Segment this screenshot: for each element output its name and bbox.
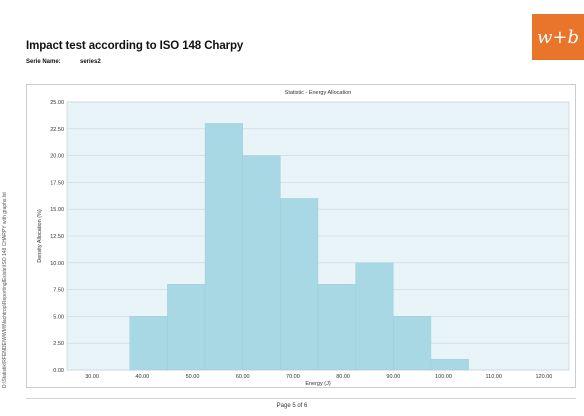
y-tick-label: 20.00 (50, 154, 64, 160)
x-tick-label: 120.00 (535, 374, 552, 380)
footer-divider (26, 398, 576, 399)
y-tick-label: 25.00 (50, 100, 64, 106)
chart-title: Statistic - Energy Allocation (285, 90, 352, 96)
histogram-bar (280, 198, 319, 371)
x-tick-label: 110.00 (485, 374, 501, 380)
histogram-bar (430, 359, 469, 371)
logo-text: w+b (537, 26, 580, 48)
x-tick-label: 100.00 (435, 374, 452, 380)
x-tick-label: 40.00 (135, 374, 149, 380)
x-tick-label: 70.00 (286, 374, 300, 380)
x-tick-label: 50.00 (186, 374, 200, 380)
chart-frame: Statistic - Energy Allocation 0.00 2.50 5.0… (26, 84, 576, 388)
histogram-bar (355, 262, 394, 371)
histogram-bar (393, 316, 432, 371)
x-tick-label: 60.00 (236, 374, 250, 380)
page-number: Page 5 of 6 (276, 403, 308, 409)
histogram-bar (317, 284, 356, 371)
y-tick-label: 7.50 (53, 288, 64, 294)
x-tick-label: 90.00 (386, 374, 400, 380)
x-tick-label: 80.00 (336, 374, 350, 380)
y-tick-label: 2.50 (53, 341, 64, 347)
y-tick-label: 0.00 (53, 368, 64, 374)
histogram-bar (204, 123, 243, 371)
x-tick-label: 30.00 (85, 374, 99, 380)
y-tick-label: 15.00 (50, 207, 64, 213)
y-tick-label: 12.50 (50, 234, 64, 240)
histogram-bar (242, 155, 281, 371)
y-tick-label: 22.50 (50, 127, 64, 133)
company-logo: w+b (532, 14, 584, 60)
histogram-bar (167, 284, 206, 371)
serie-name-label: Serie Name: (26, 59, 61, 65)
serie-name-row: Serie Name: series2 (26, 59, 101, 65)
y-axis-label: Density Allocation (%) (37, 209, 43, 263)
energy-allocation-chart: Statistic - Energy Allocation 0.00 2.50 5.0… (37, 90, 570, 387)
y-tick-label: 5.00 (53, 314, 64, 320)
histogram-bar (129, 316, 168, 371)
y-tick-label: 10.00 (50, 261, 64, 267)
file-path-label: D:\Statistik\RFENDE\WWM\Nachtrop\Reporti… (2, 96, 12, 394)
y-tick-label: 17.50 (50, 180, 64, 186)
x-axis-label: Energy (J) (305, 381, 331, 387)
report-title: Impact test according to ISO 148 Charpy (26, 40, 244, 52)
serie-name-value: series2 (80, 59, 101, 65)
file-path-text: D:\Statistik\RFENDE\WWM\Nachtrop\Reporti… (2, 192, 8, 388)
